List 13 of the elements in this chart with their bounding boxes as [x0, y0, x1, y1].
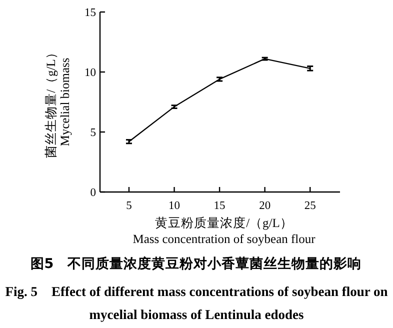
y-tick-label: 0 [90, 187, 96, 199]
x-tick-label: 15 [214, 200, 226, 212]
y-tick-label: 10 [84, 67, 96, 79]
y-axis-title: 菌丝生物量/（g/L） Mycelial biomass [44, 46, 72, 158]
x-axis-title: 黄豆粉质量浓度/（g/L） Mass concentration of soybean flour [132, 215, 316, 246]
x-tick-label: 25 [304, 200, 316, 212]
x-tick-label: 5 [126, 200, 132, 212]
text: Fig. 5 Effect of different mass concentrations of soybean flour on mycelial biomass of Lentinula edodes [4, 283, 389, 324]
y-tick-label: 15 [84, 7, 96, 19]
text: 图5 不同质量浓度黄豆粉对小香蕈菌丝生物量的影响 [30, 255, 362, 272]
x-tick-label: 10 [168, 200, 180, 212]
y-tick-label: 5 [90, 127, 96, 139]
x-tick-label: 20 [259, 200, 271, 212]
